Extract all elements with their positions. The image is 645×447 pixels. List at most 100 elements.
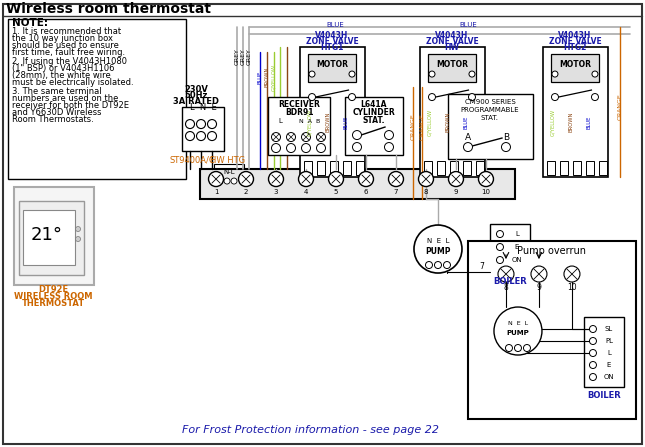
- Text: BOILER: BOILER: [493, 277, 527, 286]
- Bar: [468, 241, 636, 419]
- Bar: [356, 161, 364, 175]
- Bar: [547, 161, 555, 175]
- Text: the 10 way junction box: the 10 way junction box: [12, 34, 113, 42]
- Text: ST9400A/C: ST9400A/C: [169, 156, 215, 164]
- Text: 1. It is recommended that: 1. It is recommended that: [12, 26, 121, 36]
- Circle shape: [286, 133, 295, 142]
- Text: (28mm), the white wire: (28mm), the white wire: [12, 71, 111, 80]
- Text: ZONE VALVE: ZONE VALVE: [426, 37, 479, 46]
- Bar: [182, 107, 224, 151]
- Text: Wireless room thermostat: Wireless room thermostat: [6, 2, 211, 16]
- Text: Pump overrun: Pump overrun: [517, 246, 586, 256]
- Circle shape: [506, 345, 513, 351]
- Text: and Y6630D Wireless: and Y6630D Wireless: [12, 108, 101, 117]
- Text: CM900 SERIES: CM900 SERIES: [464, 99, 515, 105]
- Text: 6: 6: [364, 189, 368, 195]
- Bar: [448, 94, 533, 159]
- Bar: [304, 161, 312, 175]
- Bar: [214, 164, 244, 186]
- Text: N-L: N-L: [223, 169, 235, 175]
- Text: ZONE VALVE: ZONE VALVE: [306, 37, 359, 46]
- Text: NOTE:: NOTE:: [12, 18, 48, 28]
- Text: L: L: [607, 350, 611, 356]
- Text: CYLINDER: CYLINDER: [353, 108, 395, 117]
- Circle shape: [524, 345, 530, 351]
- Text: ON: ON: [511, 257, 522, 263]
- Text: BROWN: BROWN: [446, 112, 450, 132]
- Circle shape: [208, 131, 217, 140]
- Circle shape: [435, 261, 441, 269]
- Circle shape: [590, 374, 597, 380]
- Text: BROWN: BROWN: [568, 112, 573, 132]
- Text: G/YELLOW: G/YELLOW: [272, 63, 277, 91]
- Text: must be electrically isolated.: must be electrically isolated.: [12, 78, 134, 87]
- Text: RECEIVER: RECEIVER: [278, 100, 320, 109]
- Bar: [428, 54, 476, 82]
- Circle shape: [75, 236, 81, 241]
- Circle shape: [359, 172, 373, 186]
- Text: 9: 9: [537, 283, 541, 291]
- Text: PROGRAMMABLE: PROGRAMMABLE: [461, 107, 519, 113]
- Text: L: L: [515, 231, 519, 237]
- Bar: [586, 161, 594, 175]
- Bar: [490, 224, 530, 272]
- Circle shape: [501, 143, 510, 152]
- Text: PUMP: PUMP: [425, 247, 451, 256]
- Text: E: E: [607, 362, 611, 368]
- Text: HW HTG: HW HTG: [210, 156, 246, 164]
- Text: 7: 7: [479, 261, 484, 270]
- Circle shape: [353, 131, 361, 139]
- Circle shape: [551, 93, 559, 101]
- Text: MOTOR: MOTOR: [316, 59, 348, 68]
- Circle shape: [268, 172, 284, 186]
- Circle shape: [348, 93, 355, 101]
- Circle shape: [590, 337, 597, 345]
- Bar: [345, 97, 403, 155]
- Text: G/YELLOW: G/YELLOW: [308, 109, 312, 135]
- Circle shape: [414, 225, 462, 273]
- Text: V4043H: V4043H: [559, 30, 591, 40]
- Text: 8: 8: [504, 283, 508, 291]
- Circle shape: [231, 178, 237, 184]
- Bar: [14, 187, 94, 285]
- Circle shape: [468, 93, 475, 101]
- Bar: [8, 19, 186, 179]
- Text: V4043H: V4043H: [315, 30, 349, 40]
- Bar: [573, 161, 581, 175]
- Text: BLUE: BLUE: [464, 115, 468, 129]
- Circle shape: [419, 172, 433, 186]
- Text: PL: PL: [605, 338, 613, 344]
- Circle shape: [426, 261, 433, 269]
- Circle shape: [590, 325, 597, 333]
- Text: GREY: GREY: [246, 49, 252, 66]
- Circle shape: [239, 172, 253, 186]
- Text: L: L: [278, 118, 282, 124]
- Text: 4: 4: [304, 189, 308, 195]
- Circle shape: [299, 172, 313, 186]
- Bar: [599, 161, 607, 175]
- Text: V4043H: V4043H: [435, 30, 469, 40]
- Text: 21°: 21°: [31, 226, 63, 244]
- Bar: [560, 161, 568, 175]
- Circle shape: [494, 307, 542, 355]
- Circle shape: [498, 266, 514, 282]
- Circle shape: [301, 133, 310, 142]
- Circle shape: [309, 71, 315, 77]
- Circle shape: [353, 143, 361, 152]
- Text: 1: 1: [213, 189, 218, 195]
- Text: BOILER: BOILER: [587, 391, 621, 400]
- Text: L641A: L641A: [361, 100, 387, 109]
- Text: HTG2: HTG2: [563, 42, 587, 51]
- Bar: [308, 54, 356, 82]
- Text: should be used to ensure: should be used to ensure: [12, 41, 119, 50]
- Text: ON: ON: [604, 374, 614, 380]
- Circle shape: [444, 261, 450, 269]
- Circle shape: [469, 71, 475, 77]
- Text: L  N  E: L N E: [190, 102, 216, 112]
- Text: ORANGE: ORANGE: [617, 94, 622, 120]
- Circle shape: [208, 172, 224, 186]
- Circle shape: [591, 93, 599, 101]
- Text: PUMP: PUMP: [506, 330, 530, 336]
- Text: 3: 3: [273, 189, 278, 195]
- Circle shape: [317, 143, 326, 152]
